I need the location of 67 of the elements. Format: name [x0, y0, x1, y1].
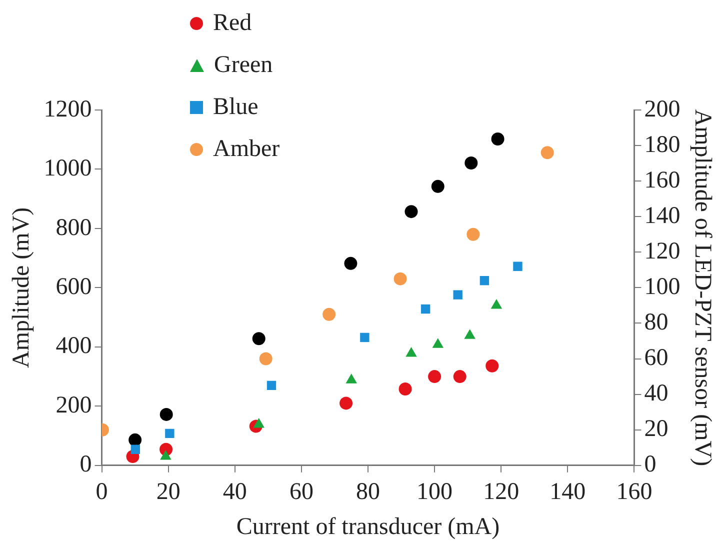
point: [406, 346, 417, 357]
legend-label: Blue: [213, 94, 258, 120]
point: [394, 272, 407, 286]
y2-tick-label: 40: [644, 380, 668, 407]
y-tick-label: 0: [80, 452, 92, 478]
point: [540, 146, 554, 160]
point: [464, 156, 478, 170]
y2-tick-label: 100: [644, 274, 680, 300]
x-tick-label: 40: [222, 479, 247, 506]
point: [344, 256, 358, 270]
legend-label: Red: [213, 10, 252, 36]
x-tick-label: 60: [289, 479, 314, 506]
y2-tick-label: 80: [644, 310, 668, 336]
point: [340, 396, 353, 410]
point: [259, 352, 272, 366]
point: [165, 428, 174, 438]
y2-tick-label: 160: [644, 167, 680, 194]
x-tick-label: 80: [356, 479, 380, 506]
point: [130, 444, 140, 454]
point: [453, 370, 466, 384]
point: [128, 433, 142, 446]
point: [432, 338, 444, 348]
point: [266, 380, 276, 390]
y2-tick-label: 180: [644, 132, 680, 158]
point: [420, 304, 430, 314]
point: [253, 418, 264, 428]
point: [486, 359, 499, 372]
point: [252, 332, 266, 346]
point: [431, 180, 444, 193]
legend-label: Green: [214, 52, 273, 78]
y-axis-title: Amplitude (mV): [8, 207, 35, 368]
y-tick-label: 200: [56, 392, 92, 418]
point: [346, 374, 357, 384]
point: [398, 382, 412, 396]
x-tick-label: 100: [416, 479, 453, 506]
point: [360, 332, 370, 342]
y-tick-label: 1200: [44, 96, 92, 122]
point: [404, 205, 418, 218]
point: [160, 408, 173, 421]
y2-axis-title: Amplitude of LED-PZT sensor (mV): [689, 109, 716, 466]
y2-tick-label: 120: [644, 238, 680, 264]
point: [513, 262, 522, 271]
point: [480, 276, 490, 286]
point: [428, 370, 442, 384]
x-tick-label: 140: [550, 479, 586, 506]
y2-tick-label: 140: [644, 202, 680, 229]
y2-tick-label: 60: [644, 345, 668, 372]
y-tick-label: 1000: [44, 156, 92, 182]
x-axis-title: Current of transducer (mA): [236, 514, 500, 540]
y-tick-label: 800: [56, 214, 92, 241]
point: [160, 450, 172, 460]
y2-tick-label: 0: [644, 452, 656, 478]
x-tick-label: 160: [616, 479, 652, 506]
x-tick-label: 20: [156, 479, 180, 506]
x-tick-label: 0: [96, 479, 108, 506]
point: [464, 329, 476, 339]
y2-tick-label: 20: [644, 416, 668, 442]
point: [466, 228, 480, 241]
x-tick-label: 120: [483, 479, 520, 506]
point: [453, 290, 462, 300]
point: [490, 298, 502, 309]
y2-tick-label: 200: [644, 96, 680, 122]
y-tick-label: 400: [56, 333, 92, 360]
point: [491, 132, 504, 146]
point: [322, 308, 336, 321]
y-tick-label: 600: [56, 274, 92, 300]
legend-label: Amber: [213, 136, 280, 162]
